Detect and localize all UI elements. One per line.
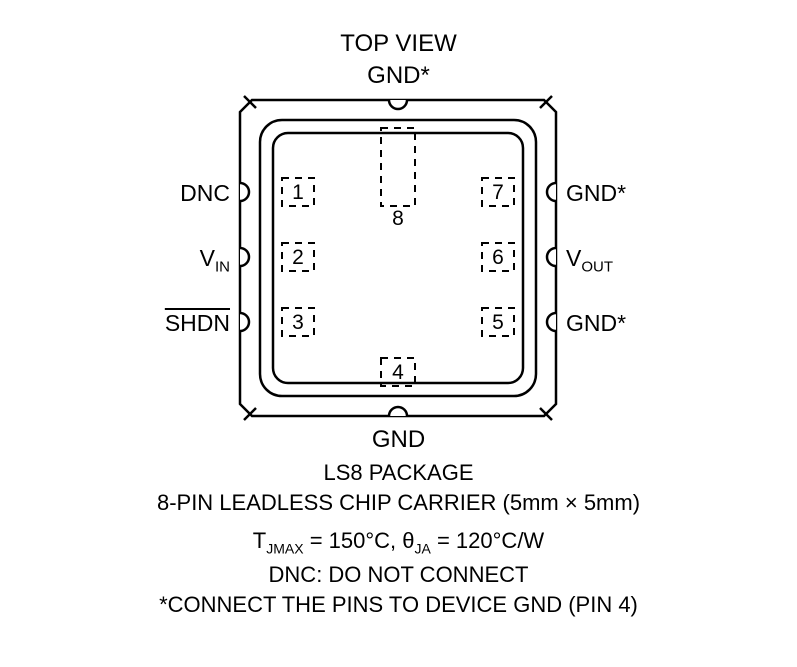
top-pin-label: GND* bbox=[0, 62, 797, 90]
label-dnc: DNC bbox=[170, 180, 230, 207]
pin-num-6: 6 bbox=[492, 246, 504, 269]
package-line2: 8-PIN LEADLESS CHIP CARRIER (5mm × 5mm) bbox=[0, 490, 797, 516]
bottom-pin-label: GND bbox=[0, 426, 797, 454]
pin-num-5: 5 bbox=[492, 311, 504, 334]
label-vin: VIN bbox=[170, 245, 230, 276]
inner-die-2 bbox=[273, 133, 523, 383]
pin-num-4: 4 bbox=[392, 361, 404, 384]
label-gnd-7: GND* bbox=[566, 180, 626, 207]
connect-line: *CONNECT THE PINS TO DEVICE GND (PIN 4) bbox=[0, 592, 797, 618]
title-top-view: TOP VIEW bbox=[0, 30, 797, 58]
pin-num-2: 2 bbox=[292, 246, 304, 269]
package-line1: LS8 PACKAGE bbox=[0, 460, 797, 486]
pin-num-8: 8 bbox=[392, 207, 404, 230]
label-gnd-5: GND* bbox=[566, 310, 626, 337]
thermal-line: TJMAX = 150°C, θJA = 120°C/W bbox=[0, 528, 797, 556]
label-shdn: SHDN bbox=[150, 310, 230, 337]
pin-num-1: 1 bbox=[292, 181, 304, 204]
pin-num-3: 3 bbox=[292, 311, 304, 334]
dnc-line: DNC: DO NOT CONNECT bbox=[0, 562, 797, 588]
center-pad-8 bbox=[381, 128, 415, 206]
label-vout: VOUT bbox=[566, 245, 613, 276]
diagram-container: 1 2 3 7 6 5 8 4 TOP VIEW GND* DNC VIN SH… bbox=[0, 0, 797, 667]
pin-num-7: 7 bbox=[492, 181, 504, 204]
